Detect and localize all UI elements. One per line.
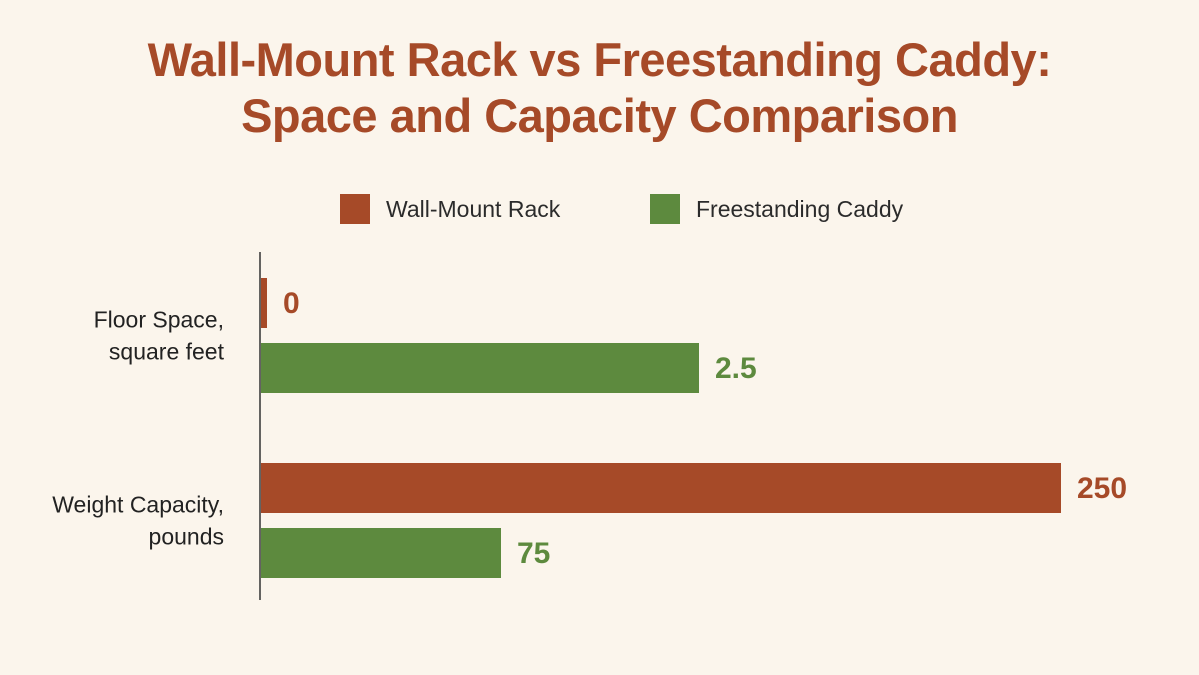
legend-swatch-wall-mount-rack	[340, 194, 370, 224]
data-label-freestanding-caddy: 75	[517, 537, 550, 570]
category-label-line-1: Floor Space,	[94, 307, 224, 333]
bar-wall-mount-rack	[261, 278, 267, 328]
legend-item-wall-mount-rack: Wall-Mount Rack	[340, 192, 560, 226]
data-label-wall-mount-rack: 0	[283, 287, 300, 320]
category-label-line-2: pounds	[149, 524, 224, 550]
bar-freestanding-caddy	[261, 528, 501, 578]
data-label-wall-mount-rack: 250	[1077, 472, 1127, 505]
chart-title-line-2: Space and Capacity Comparison	[241, 89, 958, 142]
data-label-freestanding-caddy: 2.5	[715, 352, 757, 385]
bar-freestanding-caddy	[261, 343, 699, 393]
legend-label-wall-mount-rack: Wall-Mount Rack	[386, 195, 561, 222]
category-label-line-1: Weight Capacity,	[52, 492, 224, 518]
legend-swatch-freestanding-caddy	[650, 194, 680, 224]
chart-title: Wall-Mount Rack vs Freestanding Caddy: S…	[0, 32, 1199, 144]
legend-label-freestanding-caddy: Freestanding Caddy	[696, 195, 904, 222]
bar-wall-mount-rack	[261, 463, 1061, 513]
chart-title-line-1: Wall-Mount Rack vs Freestanding Caddy:	[147, 33, 1052, 86]
category-label-line-2: square feet	[109, 339, 225, 365]
legend-item-freestanding-caddy: Freestanding Caddy	[650, 192, 903, 226]
chart-legend: Wall-Mount Rack Freestanding Caddy	[0, 192, 1199, 226]
